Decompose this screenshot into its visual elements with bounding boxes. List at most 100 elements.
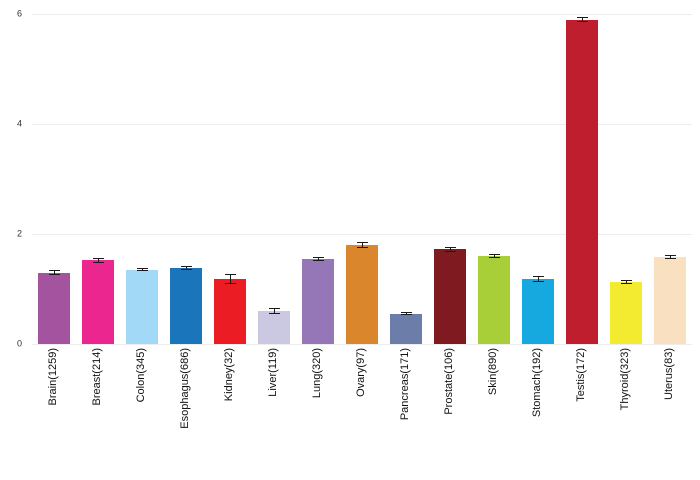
bar-slot xyxy=(472,14,516,344)
x-label-slot: Brain(1259) xyxy=(32,348,76,478)
error-bar-segment xyxy=(224,283,236,285)
x-axis-label: Colon(345) xyxy=(135,348,148,403)
error-bar-segment xyxy=(532,275,544,277)
gridline xyxy=(32,124,692,125)
bar-ovary[interactable] xyxy=(346,242,378,344)
error-bar-segment xyxy=(180,266,192,268)
error-bar xyxy=(170,266,202,270)
error-bar-segment xyxy=(97,258,99,263)
error-bar-segment xyxy=(625,279,627,285)
error-bar-segment xyxy=(664,254,676,256)
bar-lung[interactable] xyxy=(302,256,334,344)
x-label-slot: Prostate(106) xyxy=(428,348,472,478)
error-bar-segment xyxy=(48,273,60,275)
bar-skin[interactable] xyxy=(478,254,510,344)
error-bar-segment xyxy=(400,312,412,314)
error-bar-segment xyxy=(141,268,143,272)
x-label-slot: Esophagus(686) xyxy=(164,348,208,478)
y-tick-label: 2 xyxy=(16,228,22,239)
error-bar-segment xyxy=(53,270,55,275)
x-label-slot: Testis(172) xyxy=(560,348,604,478)
bar-brain[interactable] xyxy=(38,270,70,344)
error-bar-segment xyxy=(312,259,324,261)
error-bar-segment xyxy=(268,312,280,314)
bar-thyroid[interactable] xyxy=(610,279,642,344)
error-bar-segment xyxy=(92,261,104,263)
bar-uterus[interactable] xyxy=(654,254,686,344)
bar-slot xyxy=(428,14,472,344)
error-bar-segment xyxy=(493,254,495,258)
error-bar xyxy=(258,308,290,314)
y-axis: 0 2 4 6 xyxy=(0,9,26,348)
bar-esophagus[interactable] xyxy=(170,266,202,344)
error-bar-segment xyxy=(664,258,676,260)
x-axis-label: Stomach(192) xyxy=(531,348,544,418)
x-axis-label: Esophagus(686) xyxy=(179,348,192,429)
error-bar-segment xyxy=(273,308,275,314)
error-bar-segment xyxy=(405,312,407,316)
gridline xyxy=(32,14,692,15)
error-bar-segment xyxy=(136,268,148,270)
error-bar-segment xyxy=(576,21,588,23)
error-bar xyxy=(214,274,246,285)
error-bar xyxy=(302,256,334,261)
error-bar xyxy=(610,279,642,285)
bar-slot xyxy=(516,14,560,344)
error-bar-segment xyxy=(400,314,412,316)
bar-stomach[interactable] xyxy=(522,275,554,344)
error-bar-segment xyxy=(317,256,319,261)
x-label-slot: Pancreas(171) xyxy=(384,348,428,478)
error-bar xyxy=(522,275,554,283)
bar-liver[interactable] xyxy=(258,308,290,344)
x-label-slot: Colon(345) xyxy=(120,348,164,478)
bar-testis[interactable] xyxy=(566,16,598,344)
y-tick-label: 6 xyxy=(16,8,22,19)
error-bar-segment xyxy=(581,16,583,23)
error-bar-segment xyxy=(356,242,368,244)
gridline xyxy=(32,234,692,235)
gridline xyxy=(32,344,692,345)
x-axis-label: Pancreas(171) xyxy=(399,348,412,421)
error-bar-segment xyxy=(224,274,236,276)
bar-colon[interactable] xyxy=(126,268,158,344)
bar-breast[interactable] xyxy=(82,258,114,344)
error-bar xyxy=(390,312,422,316)
bar-prostate[interactable] xyxy=(434,247,466,344)
error-bar-segment xyxy=(488,256,500,258)
bar-slot xyxy=(296,14,340,344)
x-axis-label: Prostate(106) xyxy=(443,348,456,415)
bar-slot xyxy=(164,14,208,344)
bars xyxy=(32,14,692,344)
error-bar-segment xyxy=(449,247,451,252)
x-axis-label: Lung(320) xyxy=(311,348,324,399)
bar-slot xyxy=(252,14,296,344)
error-bar-segment xyxy=(444,247,456,249)
error-bar-segment xyxy=(268,308,280,310)
error-bar-segment xyxy=(180,268,192,270)
bar-slot xyxy=(208,14,252,344)
bar-kidney[interactable] xyxy=(214,274,246,344)
bar-slot xyxy=(384,14,428,344)
error-bar-segment xyxy=(620,283,632,285)
x-axis-label: Testis(172) xyxy=(575,348,588,402)
x-axis-label: Breast(214) xyxy=(91,348,104,406)
x-axis-labels: Brain(1259) Breast(214) Colon(345) Esophagu… xyxy=(32,348,692,478)
x-axis-label: Liver(119) xyxy=(267,348,280,397)
x-label-slot: Lung(320) xyxy=(296,348,340,478)
error-bar xyxy=(478,254,510,258)
bar-slot xyxy=(76,14,120,344)
x-axis-label: Thyroid(323) xyxy=(619,348,632,411)
error-bar-segment xyxy=(488,254,500,256)
bar-slot xyxy=(648,14,692,344)
bar-pancreas[interactable] xyxy=(390,312,422,344)
error-bar-segment xyxy=(356,246,368,248)
bar-slot xyxy=(340,14,384,344)
error-bar-segment xyxy=(576,16,588,18)
x-axis-label: Skin(890) xyxy=(487,348,500,396)
plot-area xyxy=(32,14,692,345)
gridlines xyxy=(32,14,692,345)
x-axis-label: Kidney(32) xyxy=(223,348,236,402)
error-bar-segment xyxy=(136,270,148,272)
x-axis-label: Brain(1259) xyxy=(47,348,60,406)
